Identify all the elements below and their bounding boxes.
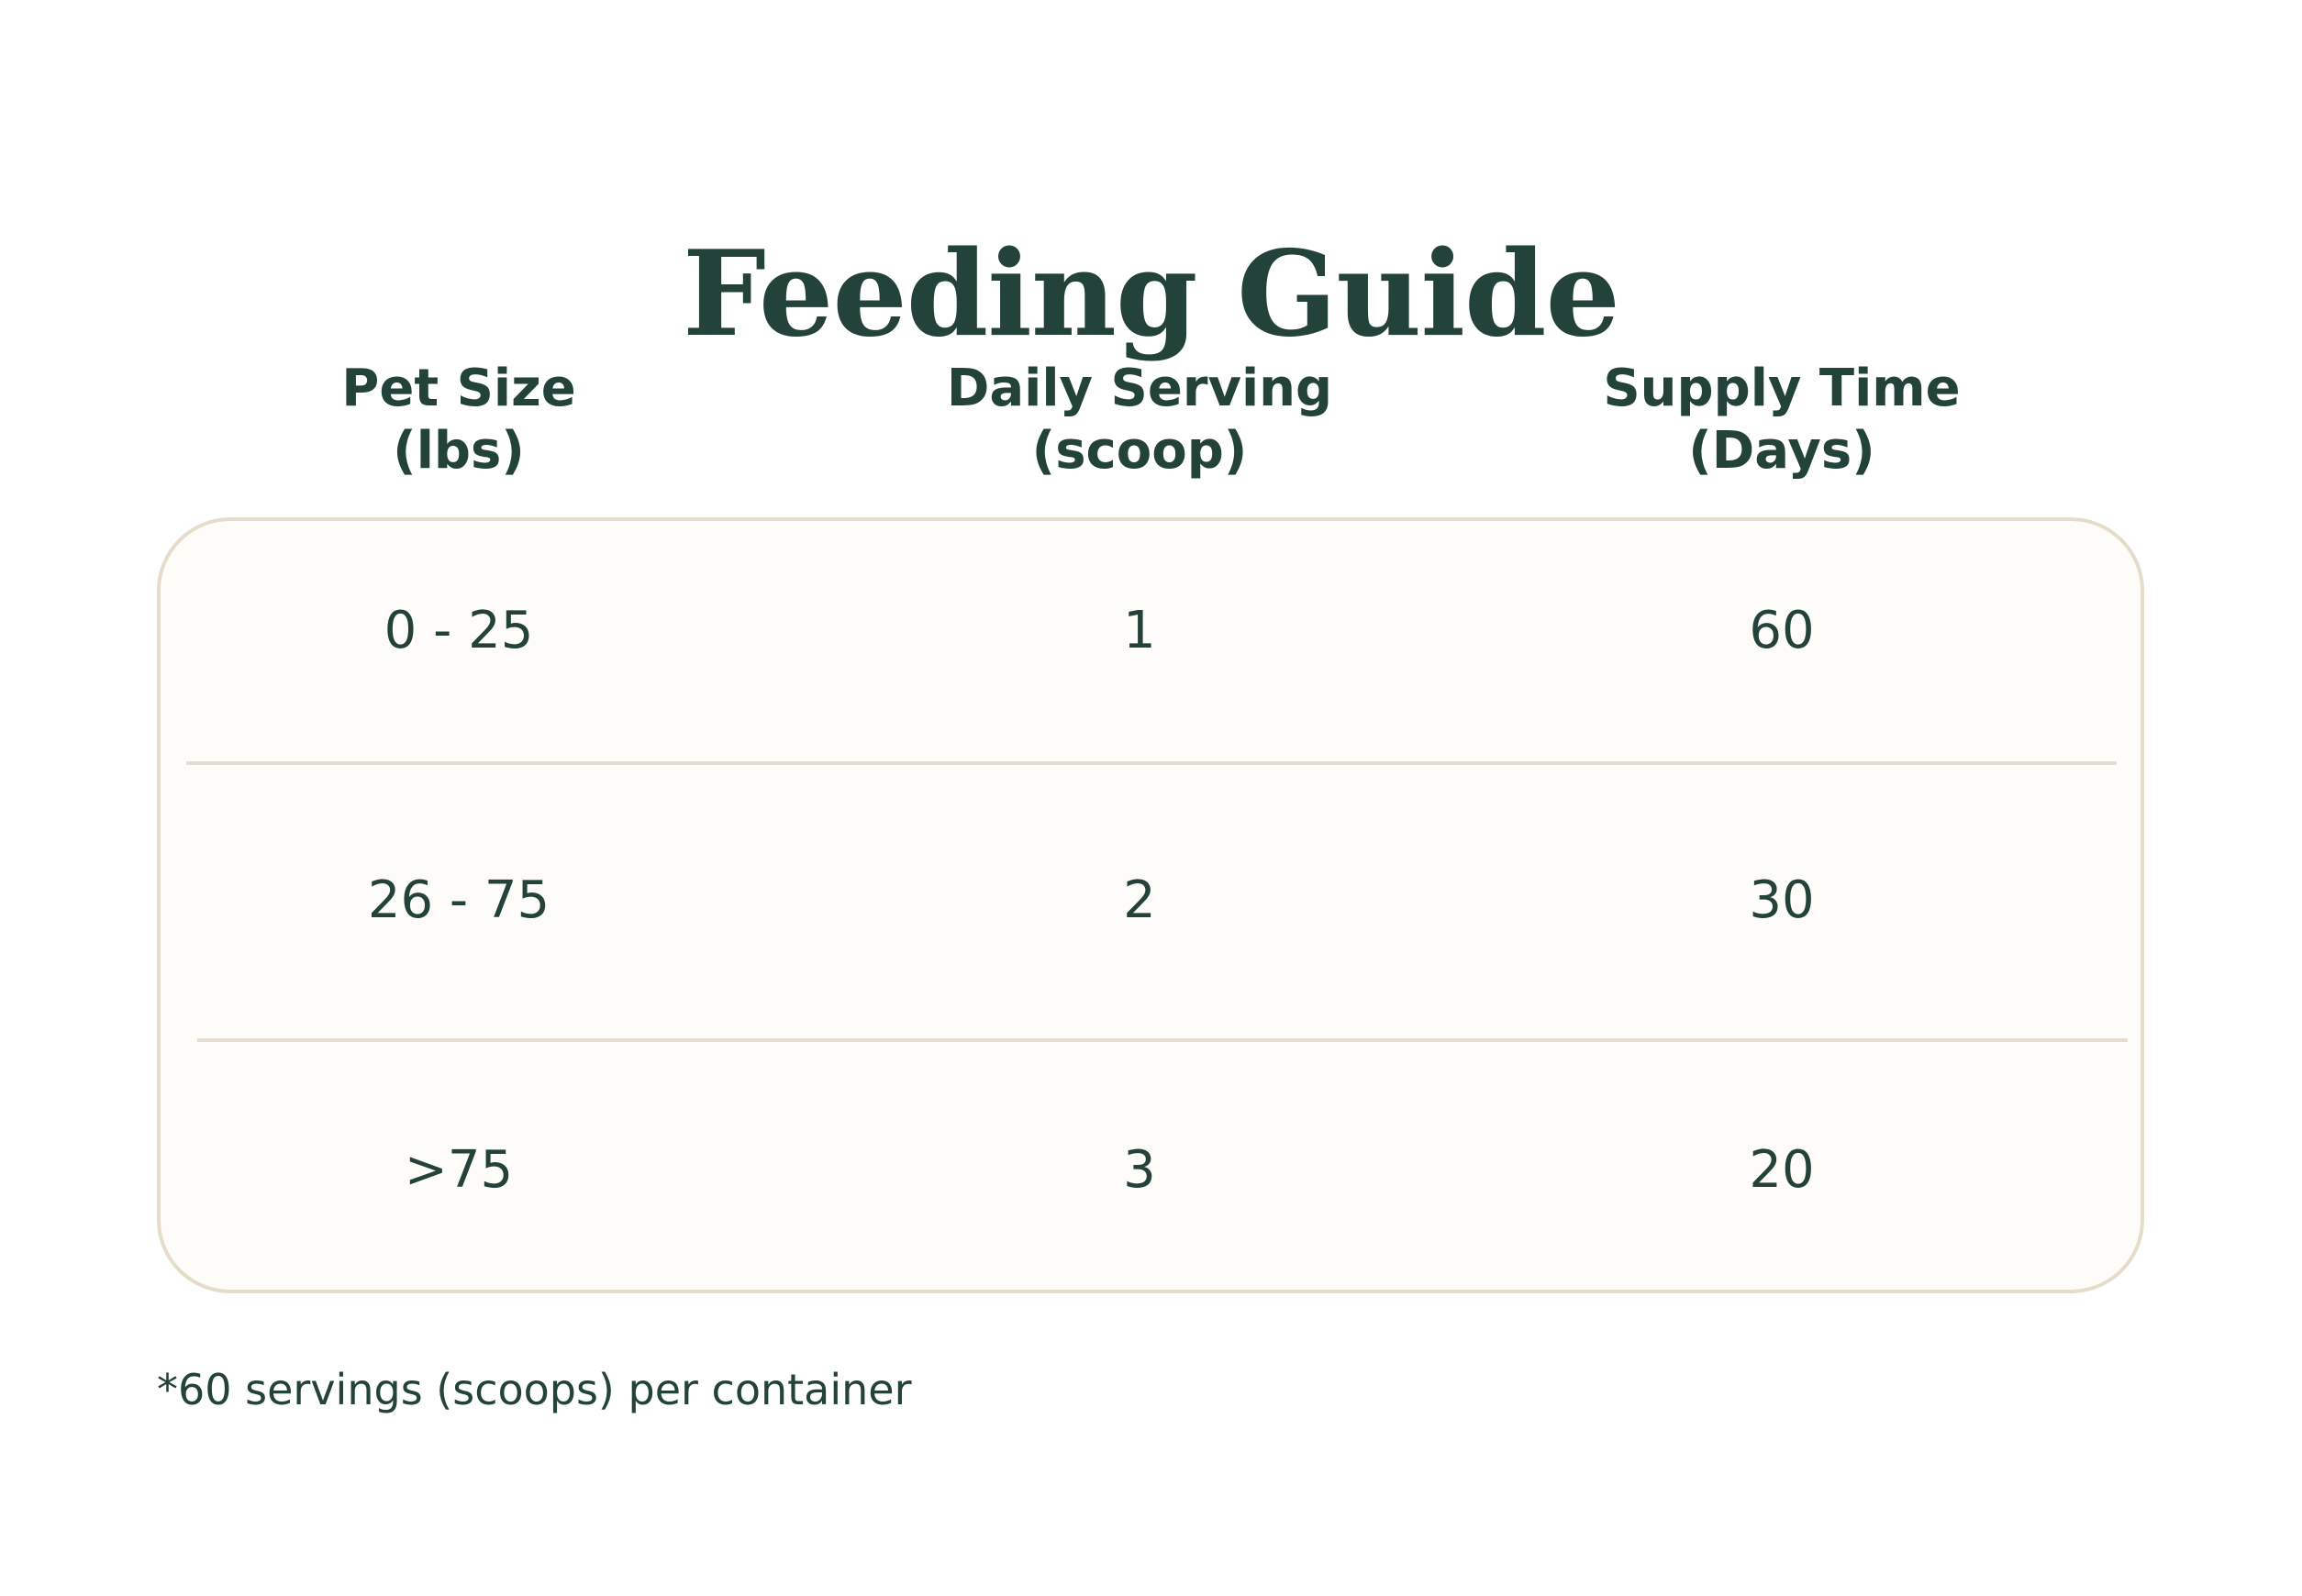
row-divider — [197, 1038, 2128, 1042]
cell-daily-serving: 2 — [1123, 870, 1156, 930]
cell-supply-time: 30 — [1749, 870, 1815, 930]
cell-daily-serving: 1 — [1123, 601, 1156, 660]
page-title: Feeding Guide — [683, 225, 1620, 363]
column-header-label: Supply Time — [1603, 359, 1961, 418]
cell-daily-serving: 3 — [1123, 1140, 1156, 1200]
column-header-unit: (lbs) — [393, 421, 525, 481]
column-header-unit: (Days) — [1688, 421, 1875, 481]
column-header-unit: (scoop) — [1031, 421, 1248, 481]
feeding-table — [157, 517, 2144, 1293]
column-header-daily-serving: Daily Serving (scoop) — [818, 358, 1461, 482]
row-divider — [186, 761, 2117, 765]
cell-supply-time: 20 — [1749, 1140, 1815, 1200]
cell-pet-size: 0 - 25 — [384, 601, 534, 660]
cell-supply-time: 60 — [1749, 601, 1815, 660]
footnote: *60 servings (scoops) per container — [157, 1365, 912, 1414]
column-header-supply-time: Supply Time (Days) — [1461, 358, 2103, 482]
column-header-pet-size: Pet Size (lbs) — [138, 358, 780, 482]
cell-pet-size: 26 - 75 — [367, 870, 550, 930]
column-header-label: Daily Serving — [946, 359, 1333, 418]
column-header-label: Pet Size — [341, 359, 576, 418]
cell-pet-size: >75 — [404, 1140, 514, 1200]
